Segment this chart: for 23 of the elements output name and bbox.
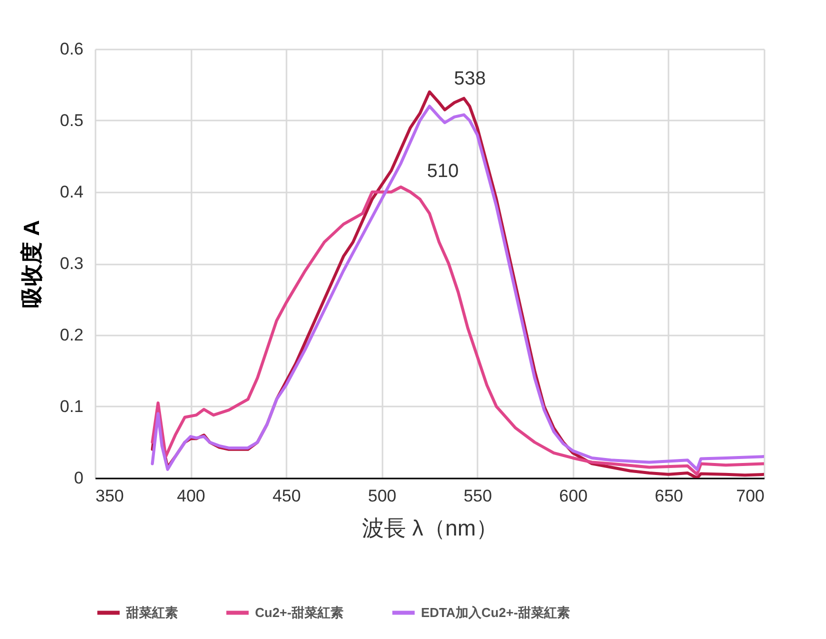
x-tick-label: 500: [368, 486, 396, 506]
x-tick-label: 700: [736, 486, 764, 506]
x-axis-title: 波長 λ（nm）: [362, 516, 498, 540]
x-tick-label: 650: [654, 486, 684, 506]
y-tick-label: 0: [74, 468, 84, 488]
y-axis-title: 吸收度 A: [18, 220, 44, 308]
y-tick-label: 0.5: [60, 111, 84, 130]
y-tick-label: 0.1: [60, 397, 84, 416]
x-tick-label: 350: [96, 486, 124, 506]
y-tick-label: 0.2: [60, 326, 84, 344]
y-tick-label: 0.4: [60, 182, 84, 202]
annotation: 510: [426, 160, 459, 182]
annotation: 538: [454, 68, 486, 90]
legend-label: Cu2+-甜菜紅素: [255, 604, 344, 620]
x-tick-label: 550: [464, 486, 492, 506]
y-tick-label: 0.6: [60, 40, 84, 58]
x-tick-label: 600: [559, 486, 588, 506]
line-series: [150, 185, 764, 476]
x-tick-label: 400: [176, 486, 206, 506]
legend-label: 甜菜紅素: [125, 604, 178, 620]
y-tick-label: 0.3: [60, 254, 84, 273]
x-tick-label: 450: [272, 486, 301, 506]
legend-label: EDTA加入Cu2+-甜菜紅素: [421, 604, 570, 620]
